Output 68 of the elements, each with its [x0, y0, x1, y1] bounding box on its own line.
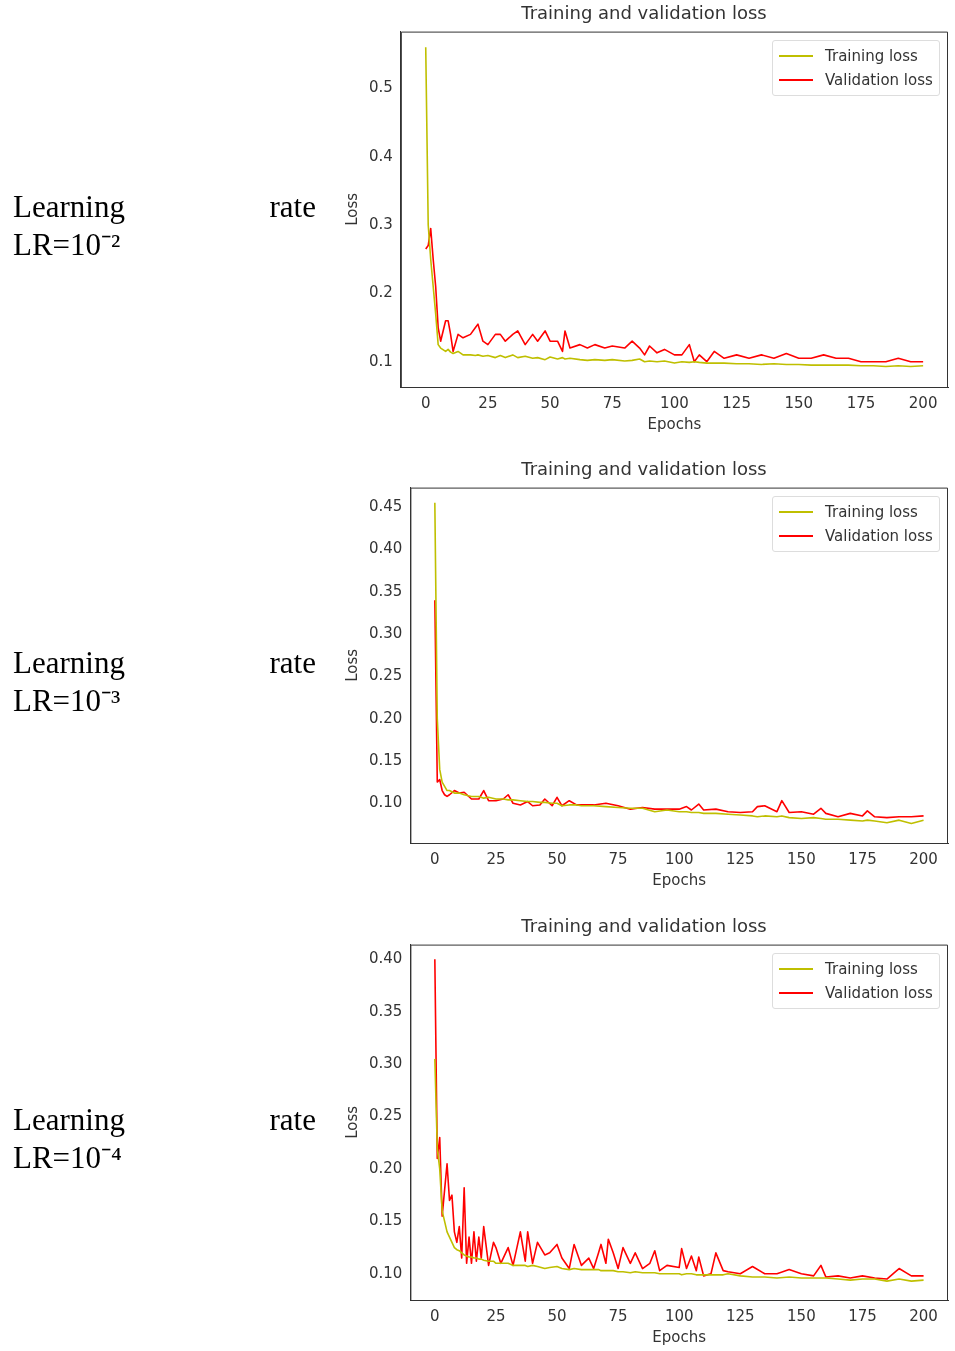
- x-tick-label: 50: [540, 393, 560, 412]
- legend-label: Validation loss: [825, 526, 933, 545]
- y-axis-title: Loss: [342, 648, 361, 682]
- x-tick-label: 150: [787, 1306, 816, 1325]
- x-tick-label: 125: [722, 393, 751, 412]
- x-axis-title: Epochs: [652, 1327, 707, 1346]
- x-tick-label: 25: [486, 849, 506, 868]
- chart-title: Training and validation loss: [520, 915, 767, 937]
- legend-label: Validation loss: [825, 983, 933, 1002]
- x-tick-label: 200: [908, 393, 938, 412]
- y-tick-label: 0.25: [368, 666, 403, 685]
- text: Learning rate: [13, 644, 316, 682]
- y-tick-label: 0.40: [368, 539, 403, 558]
- x-tick-label: 25: [486, 1306, 506, 1325]
- legend-label: Training loss: [825, 959, 918, 978]
- x-tick-label: 50: [547, 1306, 567, 1325]
- x-tick-label: 150: [784, 393, 814, 412]
- x-tick-label: 50: [547, 849, 567, 868]
- y-tick-label: 0.45: [368, 496, 403, 515]
- y-tick-label: 0.25: [368, 1106, 403, 1125]
- y-tick-label: 0.20: [368, 1158, 403, 1177]
- y-tick-label: 0.35: [368, 581, 403, 600]
- chart-title: Training and validation loss: [520, 2, 767, 24]
- x-tick-label: 100: [664, 849, 694, 868]
- y-axis-title: Loss: [342, 1105, 361, 1139]
- x-tick-label: 200: [909, 1306, 938, 1325]
- y-tick-label: 0.4: [369, 146, 393, 165]
- y-axis-title: Loss: [342, 192, 361, 226]
- text: Learning rate: [13, 1101, 316, 1139]
- x-tick-label: 25: [478, 393, 498, 412]
- x-tick-label: 0: [420, 393, 431, 412]
- x-tick-label: 75: [608, 1306, 628, 1325]
- x-tick-label: 125: [725, 849, 755, 868]
- y-tick-label: 0.2: [369, 283, 393, 302]
- legend-label: Training loss: [825, 46, 918, 65]
- y-tick-label: 0.30: [368, 623, 403, 642]
- y-tick-label: 0.20: [368, 708, 403, 727]
- x-tick-label: 175: [848, 1306, 877, 1325]
- x-tick-label: 175: [846, 393, 876, 412]
- x-axis-title: Epochs: [647, 414, 702, 433]
- y-tick-label: 0.15: [368, 750, 403, 769]
- y-tick-label: 0.5: [369, 78, 393, 97]
- x-tick-label: 75: [602, 393, 622, 412]
- y-tick-label: 0.30: [368, 1054, 403, 1073]
- chart-title: Training and validation loss: [520, 458, 767, 480]
- text: Learning rate: [13, 188, 316, 226]
- text: LR=10⁻⁴: [13, 1139, 123, 1177]
- legend-label: Training loss: [825, 502, 918, 521]
- x-tick-label: 100: [664, 1306, 694, 1325]
- x-axis-title: Epochs: [652, 870, 707, 889]
- y-tick-label: 0.40: [368, 949, 403, 968]
- y-tick-label: 0.35: [368, 1001, 403, 1020]
- text: LR=10⁻³: [13, 682, 122, 720]
- legend-label: Validation loss: [825, 70, 933, 89]
- x-tick-label: 125: [725, 1306, 755, 1325]
- y-tick-label: 0.3: [369, 214, 393, 233]
- y-tick-label: 0.1: [369, 351, 393, 370]
- y-tick-label: 0.15: [368, 1211, 403, 1230]
- x-tick-label: 75: [608, 849, 628, 868]
- x-tick-label: 0: [430, 849, 440, 868]
- x-tick-label: 0: [430, 1306, 440, 1325]
- x-tick-label: 100: [660, 393, 689, 412]
- y-tick-label: 0.10: [368, 793, 403, 812]
- x-tick-label: 200: [909, 849, 938, 868]
- x-tick-label: 175: [848, 849, 877, 868]
- text: LR=10⁻²: [13, 226, 122, 264]
- y-tick-label: 0.10: [368, 1263, 403, 1282]
- x-tick-label: 150: [787, 849, 816, 868]
